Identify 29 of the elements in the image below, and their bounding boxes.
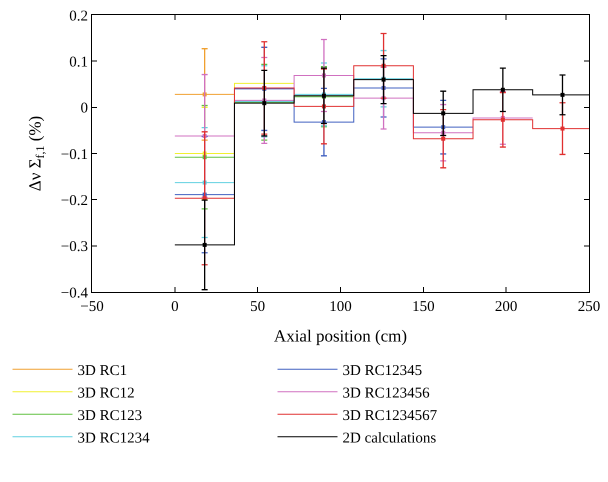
- x-tick-label: 50: [250, 299, 266, 315]
- legend-label: 3D RC12: [78, 386, 135, 402]
- x-axis-title: Axial position (cm): [274, 326, 408, 346]
- x-tick-label: 200: [494, 299, 518, 315]
- y-tick-label: 0.1: [69, 54, 88, 70]
- legend-label: 3D RC1234567: [342, 408, 438, 424]
- y-tick-label: −0.2: [60, 192, 88, 209]
- legend-label: 3D RC12345: [342, 363, 422, 380]
- point: [560, 126, 564, 131]
- point: [441, 136, 446, 141]
- point: [560, 92, 564, 97]
- y-tick-label: −0.4: [60, 285, 88, 302]
- point: [500, 88, 505, 92]
- legend-label: 3D RC1: [78, 363, 128, 380]
- x-tick-label: 100: [329, 299, 352, 315]
- legend-label: 3D RC123: [78, 408, 142, 424]
- y-tick-label: 0: [80, 100, 88, 117]
- y-tick-label: −0.3: [60, 239, 88, 256]
- x-tick-label: 250: [578, 299, 600, 315]
- x-tick-label: −50: [80, 299, 104, 315]
- point: [441, 111, 446, 116]
- x-tick-label: 150: [412, 299, 435, 315]
- legend-label: 2D calculations: [342, 430, 436, 447]
- x-tick-label: 0: [171, 299, 179, 315]
- point: [202, 242, 207, 247]
- legend-label: 3D RC1234: [78, 430, 150, 447]
- legend-label: 3D RC123456: [342, 386, 430, 402]
- y-tick-label: 0.2: [69, 8, 88, 24]
- y-tick-label: −0.1: [60, 146, 88, 163]
